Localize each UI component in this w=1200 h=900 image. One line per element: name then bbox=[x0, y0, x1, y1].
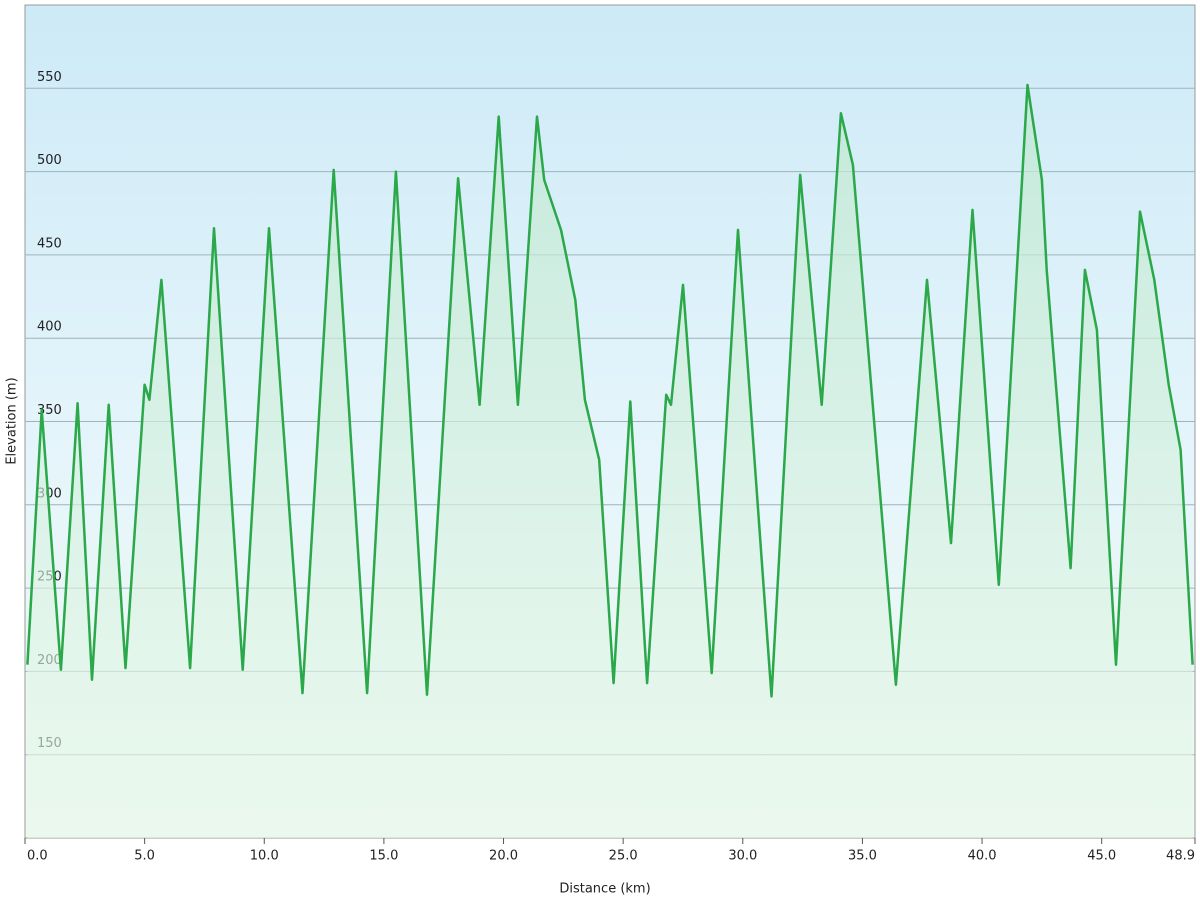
x-tick-label: 35.0 bbox=[848, 849, 877, 864]
x-tick-label: 15.0 bbox=[369, 849, 398, 864]
y-tick-label: 500 bbox=[37, 153, 62, 168]
x-tick-label: 30.0 bbox=[728, 849, 757, 864]
x-tick-label: 5.0 bbox=[134, 849, 155, 864]
x-tick-label: 45.0 bbox=[1087, 849, 1116, 864]
y-tick-label: 400 bbox=[37, 320, 62, 335]
y-tick-label: 550 bbox=[37, 70, 62, 85]
y-axis-title: Elevation (m) bbox=[5, 377, 20, 464]
x-tick-label: 25.0 bbox=[609, 849, 638, 864]
x-tick-label: 10.0 bbox=[250, 849, 279, 864]
x-axis-title: Distance (km) bbox=[559, 882, 650, 897]
x-tick-label: 40.0 bbox=[968, 849, 997, 864]
elevation-area bbox=[27, 85, 1193, 838]
x-tick-label: 0.0 bbox=[27, 849, 48, 864]
y-tick-label: 450 bbox=[37, 236, 62, 251]
elevation-line bbox=[26, 83, 1194, 698]
x-tick-label: 48.9 bbox=[1166, 849, 1195, 864]
x-tick-label: 20.0 bbox=[489, 849, 518, 864]
